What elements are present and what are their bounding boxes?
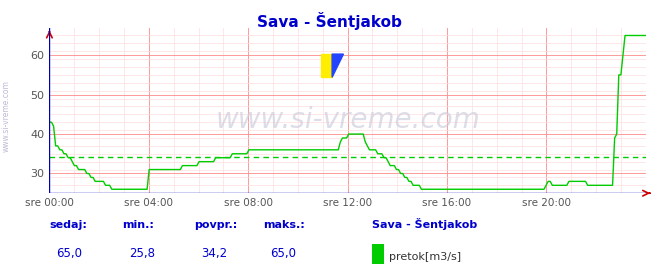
Text: Sava - Šentjakob: Sava - Šentjakob	[372, 218, 478, 230]
Text: Sava - Šentjakob: Sava - Šentjakob	[257, 12, 402, 30]
Text: 25,8: 25,8	[129, 247, 155, 260]
Bar	[321, 54, 332, 77]
Text: 65,0: 65,0	[270, 247, 297, 260]
Text: maks.:: maks.:	[264, 220, 305, 230]
Text: pretok[m3/s]: pretok[m3/s]	[389, 252, 461, 262]
Text: min.:: min.:	[122, 220, 154, 230]
Text: www.si-vreme.com: www.si-vreme.com	[215, 106, 480, 134]
Polygon shape	[332, 54, 343, 77]
Text: sedaj:: sedaj:	[49, 220, 87, 230]
Text: 34,2: 34,2	[201, 247, 227, 260]
Text: www.si-vreme.com: www.si-vreme.com	[2, 80, 11, 152]
Text: 65,0: 65,0	[56, 247, 82, 260]
Text: povpr.:: povpr.:	[194, 220, 238, 230]
